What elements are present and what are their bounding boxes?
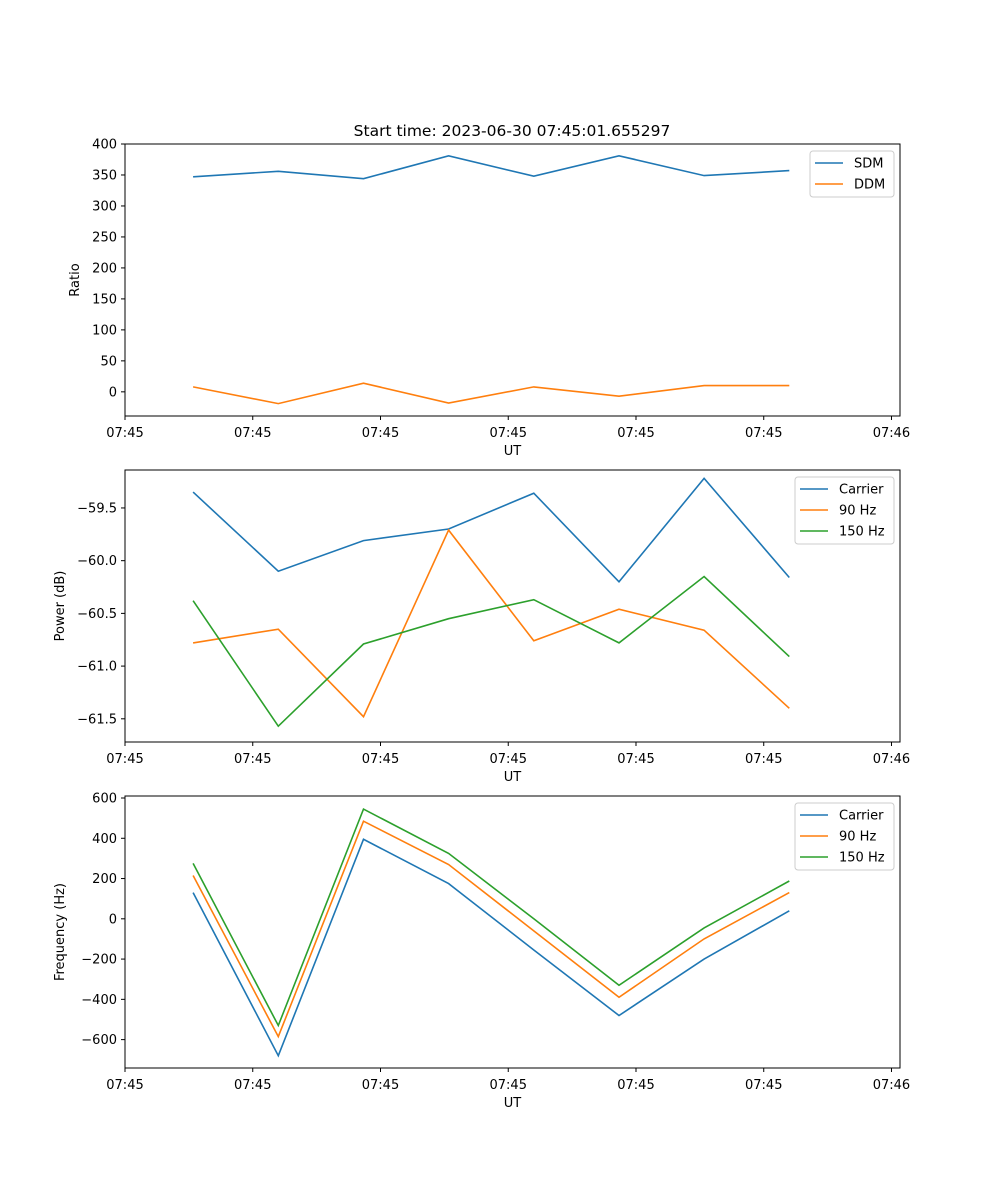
y-axis-label: Ratio	[68, 263, 83, 296]
y-axis-label: Power (dB)	[53, 571, 68, 642]
x-tick-label: 07:45	[106, 752, 143, 767]
y-tick-label: 400	[92, 138, 117, 153]
legend-box	[794, 802, 895, 871]
x-tick-label: 07:45	[745, 1078, 782, 1093]
x-tick-label: 07:45	[362, 752, 399, 767]
legend-box	[794, 476, 895, 545]
panels: 07:45 07:45 07:45 07:45 07:45 07:45 07:46 0 50 10…	[53, 138, 910, 1112]
x-tick-label: 07:45	[362, 1078, 399, 1093]
x-tick-label: 07:45	[617, 1078, 654, 1093]
x-tick-label: 07:45	[745, 426, 782, 441]
x-axis-label: UT	[504, 444, 522, 459]
y-tick-label: −59.5	[77, 501, 117, 516]
panel-2: 07:45 07:45 07:45 07:45 07:45 07:45 07:46 −59.5…	[53, 469, 910, 785]
y-tick-label: 0	[109, 385, 117, 400]
y-tick-label: 600	[92, 792, 117, 807]
y-axis-label: Frequency (Hz)	[53, 883, 68, 981]
y-tick-label: 50	[100, 354, 117, 369]
y-tick-label: 300	[92, 199, 117, 214]
series-line-150-hz	[192, 807, 790, 1028]
legend-entry: 90 Hz	[839, 504, 876, 519]
series-line-90-hz	[192, 528, 790, 719]
x-tick-label: 07:45	[617, 752, 654, 767]
y-tick-label: −600	[81, 1033, 117, 1048]
x-axis-label: UT	[504, 770, 522, 785]
series-line-90-hz	[192, 820, 790, 1039]
y-tick-label: −60.0	[77, 554, 117, 569]
x-tick-label: 07:46	[873, 426, 910, 441]
legend-entry: SDM	[854, 157, 883, 172]
x-tick-label: 07:45	[234, 426, 271, 441]
legend-entry: 90 Hz	[839, 830, 876, 845]
x-axis-label: UT	[504, 1096, 522, 1111]
x-tick-label: 07:45	[617, 426, 654, 441]
y-tick-label: 250	[92, 230, 117, 245]
legend-entry: Carrier	[839, 809, 884, 824]
y-tick-label: −400	[81, 993, 117, 1008]
y-tick-label: −61.0	[77, 660, 117, 675]
figure-title: Start time: 2023-06-30 07:45:01.655297	[354, 122, 671, 140]
y-tick-label: 400	[92, 832, 117, 847]
legend-entry: 150 Hz	[839, 851, 885, 866]
panel-3: 07:45 07:45 07:45 07:45 07:45 07:45 07:46 600 40…	[53, 792, 910, 1111]
x-tick-label: 07:45	[490, 752, 527, 767]
y-tick-label: 100	[92, 323, 117, 338]
legend: SDM DDM	[809, 150, 895, 198]
x-tick-label: 07:45	[490, 1078, 527, 1093]
x-tick-label: 07:45	[234, 752, 271, 767]
x-tick-label: 07:45	[234, 1078, 271, 1093]
y-tick-label: −61.5	[77, 712, 117, 727]
x-tick-label: 07:46	[873, 1078, 910, 1093]
y-tick-label: −60.5	[77, 607, 117, 622]
axes-frame	[124, 143, 901, 417]
series-line-sdm	[193, 154, 790, 180]
legend: Carrier 90 Hz 150 Hz	[794, 802, 895, 871]
legend-entry: 150 Hz	[839, 525, 885, 540]
axes-frame	[124, 795, 901, 1069]
y-tick-label: −200	[81, 953, 117, 968]
x-tick-label: 07:45	[745, 752, 782, 767]
legend: Carrier 90 Hz 150 Hz	[794, 476, 895, 545]
y-tick-label: 150	[92, 292, 117, 307]
x-tick-label: 07:45	[106, 1078, 143, 1093]
series-line-150-hz	[192, 575, 790, 728]
series-line-carrier	[192, 838, 790, 1058]
x-tick-label: 07:45	[490, 426, 527, 441]
legend-entry: DDM	[854, 178, 885, 193]
legend-entry: Carrier	[839, 483, 884, 498]
panel-1: 07:45 07:45 07:45 07:45 07:45 07:45 07:46 0 50 10…	[68, 138, 910, 460]
y-tick-label: 350	[92, 168, 117, 183]
x-tick-label: 07:46	[873, 752, 910, 767]
y-tick-label: 200	[92, 261, 117, 276]
axes-frame	[124, 469, 901, 743]
series-line-carrier	[192, 477, 790, 584]
series-line-ddm	[192, 382, 790, 405]
x-tick-label: 07:45	[362, 426, 399, 441]
x-tick-label: 07:45	[106, 426, 143, 441]
y-tick-label: 0	[109, 912, 117, 927]
y-tick-label: 200	[92, 872, 117, 887]
